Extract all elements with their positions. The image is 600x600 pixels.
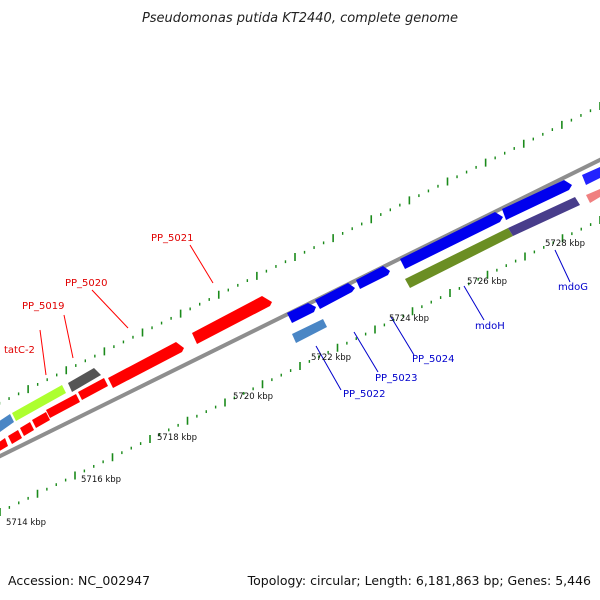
scale-label-5728: 5728 kbp xyxy=(545,239,585,249)
forward-gene-tatC-2[interactable] xyxy=(12,385,66,421)
outer-tick-ring xyxy=(0,102,600,405)
scale-label-5726: 5726 kbp xyxy=(467,277,507,287)
reverse-gene-steelblue[interactable] xyxy=(292,319,327,343)
scale-label-5718: 5718 kbp xyxy=(157,433,197,443)
map-title: Pseudomonas putida KT2440, complete geno… xyxy=(142,11,458,26)
forward-gene-mdoH[interactable] xyxy=(400,212,503,269)
gene-label-PP_5022[interactable]: PP_5022 xyxy=(343,389,386,400)
accession-text: Accession: NC_002947 xyxy=(8,573,150,588)
leader-mdoG xyxy=(554,249,571,283)
gene-label-PP_5020[interactable]: PP_5020 xyxy=(65,278,108,289)
reverse-gene-olive[interactable] xyxy=(405,228,513,288)
scale-label-5714: 5714 kbp xyxy=(6,518,46,528)
scale-label-5722: 5722 kbp xyxy=(311,353,351,363)
forward-gene-PP_5023[interactable] xyxy=(315,283,355,309)
reverse-gene-5[interactable] xyxy=(46,394,80,418)
gene-label-mdoG[interactable]: mdoG xyxy=(558,282,588,293)
scale-label-5724: 5724 kbp xyxy=(389,314,429,324)
gene-label-tatC-2[interactable]: tatC-2 xyxy=(4,345,35,356)
gene-label-PP_5024[interactable]: PP_5024 xyxy=(412,354,455,365)
forward-gene-PP_5024[interactable] xyxy=(356,266,390,289)
forward-gene-mdoG[interactable] xyxy=(502,180,572,220)
leader-PP_5024 xyxy=(390,316,415,356)
forward-gene-PP_5020[interactable] xyxy=(108,342,184,388)
reverse-gene-1[interactable] xyxy=(0,438,8,452)
gene-label-PP_5021[interactable]: PP_5021 xyxy=(151,233,194,244)
forward-gene-PP_5021[interactable] xyxy=(192,296,272,344)
reverse-gene-2[interactable] xyxy=(8,430,22,444)
scale-label-5716: 5716 kbp xyxy=(81,475,121,485)
forward-gene-PP_5019[interactable] xyxy=(68,368,101,392)
leader-PP_5023 xyxy=(353,331,379,373)
gene-label-PP_5023[interactable]: PP_5023 xyxy=(375,373,418,384)
leader-PP_5022 xyxy=(315,345,342,391)
gene-label-PP_5019[interactable]: PP_5019 xyxy=(22,301,65,312)
leader-tatC-2 xyxy=(39,329,47,376)
reverse-gene-pink[interactable] xyxy=(586,189,600,203)
reverse-gene-slateblue[interactable] xyxy=(508,197,580,236)
reverse-gene-6[interactable] xyxy=(78,378,108,400)
genome-summary-text: Topology: circular; Length: 6,181,863 bp… xyxy=(247,573,591,588)
inner-tick-ring xyxy=(0,216,600,516)
leader-PP_5021 xyxy=(189,244,214,284)
scale-label-5720: 5720 kbp xyxy=(233,392,273,402)
forward-gene-right-edge[interactable] xyxy=(582,167,600,185)
gene-label-mdoH[interactable]: mdoH xyxy=(475,321,505,332)
reverse-gene-4[interactable] xyxy=(32,412,50,428)
leader-mdoH xyxy=(463,285,485,321)
leader-PP_5020 xyxy=(91,289,129,329)
forward-gene-PP_5022[interactable] xyxy=(287,303,316,323)
reverse-gene-3[interactable] xyxy=(20,422,34,436)
leader-PP_5019 xyxy=(63,314,74,359)
forward-gene-steelblue-left[interactable] xyxy=(0,414,14,432)
